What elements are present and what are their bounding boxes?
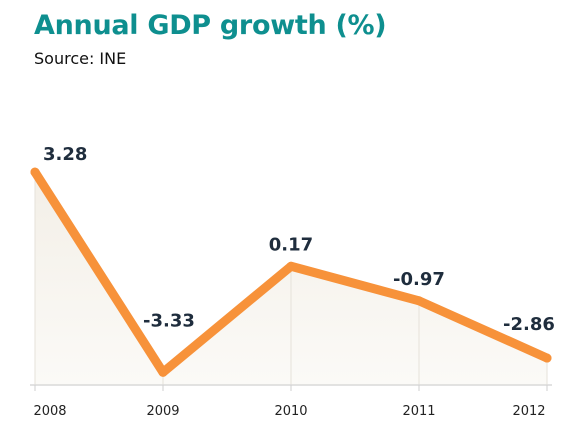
data-point-2010 [286, 261, 296, 271]
data-label-2008: 3.28 [43, 144, 87, 165]
chart-subtitle: Source: INE [34, 49, 127, 68]
data-label-2010: 0.17 [269, 234, 313, 255]
data-point-2012 [542, 353, 552, 363]
x-tick-label-2011: 2011 [402, 404, 435, 419]
data-label-2011: -0.97 [393, 269, 445, 290]
data-point-2008 [30, 167, 40, 177]
data-point-2011 [414, 296, 424, 306]
data-point-2009 [158, 367, 168, 377]
x-tick-label-2008: 2008 [33, 404, 66, 419]
data-label-2012: -2.86 [503, 314, 555, 335]
x-tick-label-2009: 2009 [146, 404, 179, 419]
x-tick-label-2010: 2010 [274, 404, 307, 419]
x-tick-label-2012: 2012 [512, 404, 545, 419]
chart-title: Annual GDP growth (%) [34, 10, 387, 41]
data-label-2009: -3.33 [143, 310, 195, 331]
